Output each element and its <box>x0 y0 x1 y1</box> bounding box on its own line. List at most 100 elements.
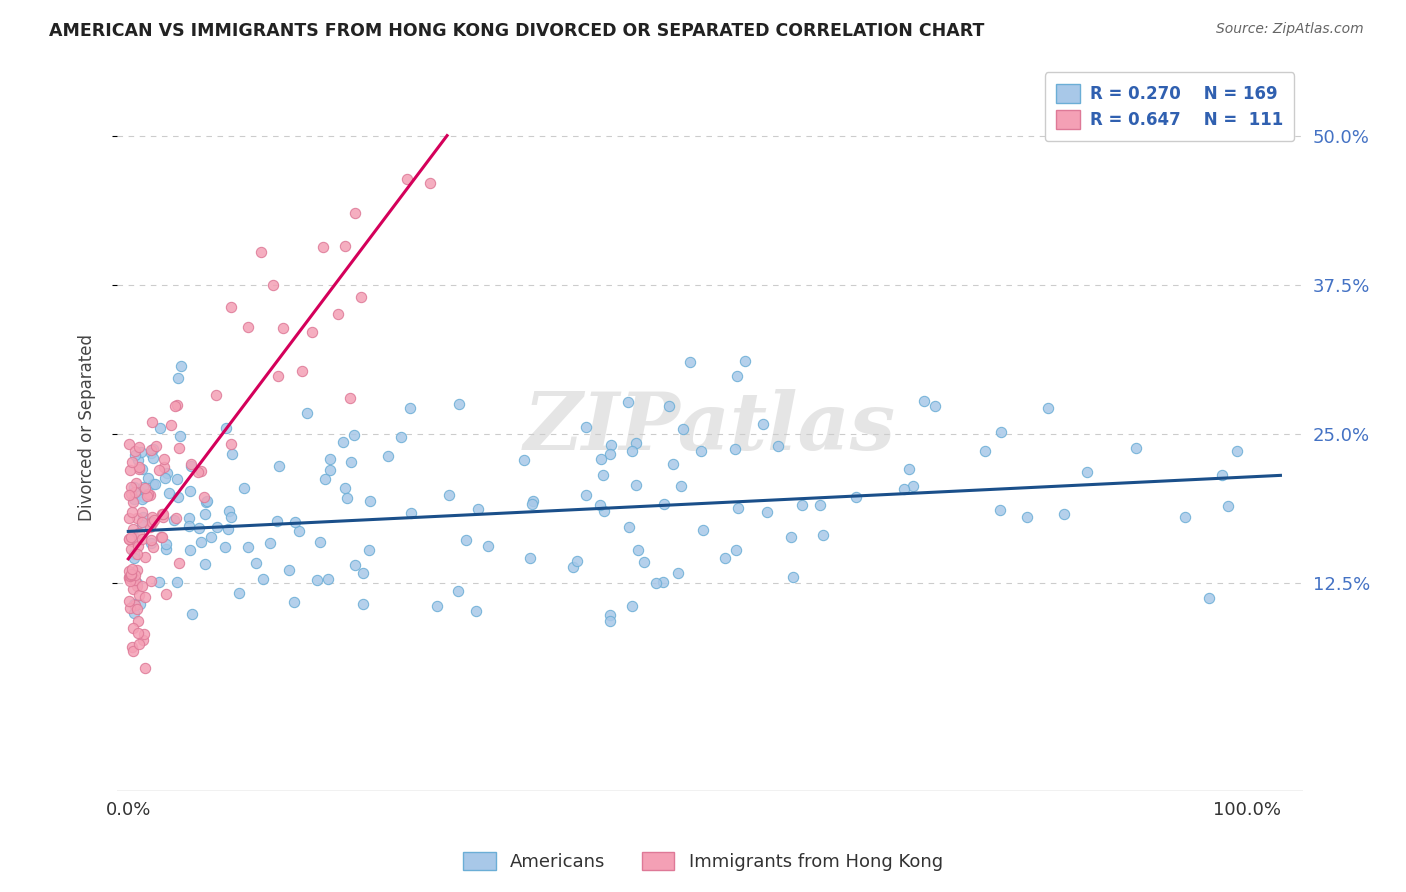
Point <box>724 442 747 457</box>
Point <box>395 172 418 186</box>
Point <box>219 437 242 451</box>
Point <box>589 498 612 512</box>
Point <box>592 468 614 483</box>
Point <box>163 513 186 527</box>
Point <box>575 419 598 434</box>
Point <box>141 516 163 530</box>
Point <box>141 446 163 460</box>
Point <box>377 450 399 464</box>
Point <box>165 511 187 525</box>
Point <box>194 495 217 509</box>
Point <box>1226 444 1249 458</box>
Point <box>519 550 541 565</box>
Point <box>599 607 621 622</box>
Point <box>399 506 422 520</box>
Point <box>624 436 647 450</box>
Point <box>269 458 291 473</box>
Point <box>142 442 165 456</box>
Point <box>477 539 499 553</box>
Point <box>139 520 162 534</box>
Point <box>669 478 692 492</box>
Point <box>314 473 336 487</box>
Point <box>195 494 218 508</box>
Point <box>214 540 236 554</box>
Point <box>332 434 354 449</box>
Point <box>205 519 228 533</box>
Point <box>562 560 585 574</box>
Point <box>893 483 915 497</box>
Point <box>131 579 153 593</box>
Point <box>180 458 202 473</box>
Point <box>652 497 675 511</box>
Point <box>120 569 142 583</box>
Point <box>359 494 381 508</box>
Point <box>291 364 314 378</box>
Point <box>326 307 349 321</box>
Point <box>118 594 141 608</box>
Point <box>179 484 201 499</box>
Point <box>399 401 422 415</box>
Point <box>645 575 668 590</box>
Point <box>352 566 374 580</box>
Point <box>121 455 143 469</box>
Point <box>193 490 215 504</box>
Point <box>619 520 641 534</box>
Point <box>259 536 281 550</box>
Point <box>599 447 621 461</box>
Point <box>128 525 150 540</box>
Point <box>155 537 177 551</box>
Point <box>136 487 159 501</box>
Point <box>139 442 162 457</box>
Point <box>262 278 284 293</box>
Legend: Americans, Immigrants from Hong Kong: Americans, Immigrants from Hong Kong <box>456 845 950 879</box>
Point <box>177 511 200 525</box>
Point <box>727 501 749 516</box>
Point <box>232 481 254 495</box>
Point <box>155 587 177 601</box>
Point <box>128 440 150 454</box>
Point <box>122 547 145 561</box>
Point <box>1211 467 1233 482</box>
Point <box>464 604 486 618</box>
Point <box>898 462 921 476</box>
Point <box>308 535 330 549</box>
Point <box>122 597 145 611</box>
Text: ZIPatlas: ZIPatlas <box>524 389 896 467</box>
Point <box>134 627 156 641</box>
Point <box>218 504 240 518</box>
Point <box>425 599 447 613</box>
Point <box>845 490 868 504</box>
Point <box>333 238 356 252</box>
Point <box>301 325 323 339</box>
Point <box>782 569 804 583</box>
Point <box>125 548 148 562</box>
Point <box>811 527 834 541</box>
Point <box>973 444 995 458</box>
Point <box>127 539 149 553</box>
Point <box>1036 401 1059 415</box>
Point <box>690 444 713 458</box>
Point <box>122 582 145 596</box>
Point <box>122 644 145 658</box>
Point <box>118 511 141 525</box>
Point <box>141 535 163 549</box>
Point <box>1076 466 1098 480</box>
Point <box>118 488 141 502</box>
Point <box>127 579 149 593</box>
Point <box>132 510 155 524</box>
Point <box>134 549 156 564</box>
Point <box>245 556 267 570</box>
Point <box>419 176 441 190</box>
Point <box>131 492 153 507</box>
Point <box>271 321 294 335</box>
Point <box>266 514 288 528</box>
Point <box>155 541 177 556</box>
Point <box>122 606 145 620</box>
Point <box>751 417 773 432</box>
Point <box>128 485 150 500</box>
Point <box>734 354 756 368</box>
Point <box>141 533 163 547</box>
Point <box>714 551 737 566</box>
Point <box>333 481 356 495</box>
Point <box>124 532 146 546</box>
